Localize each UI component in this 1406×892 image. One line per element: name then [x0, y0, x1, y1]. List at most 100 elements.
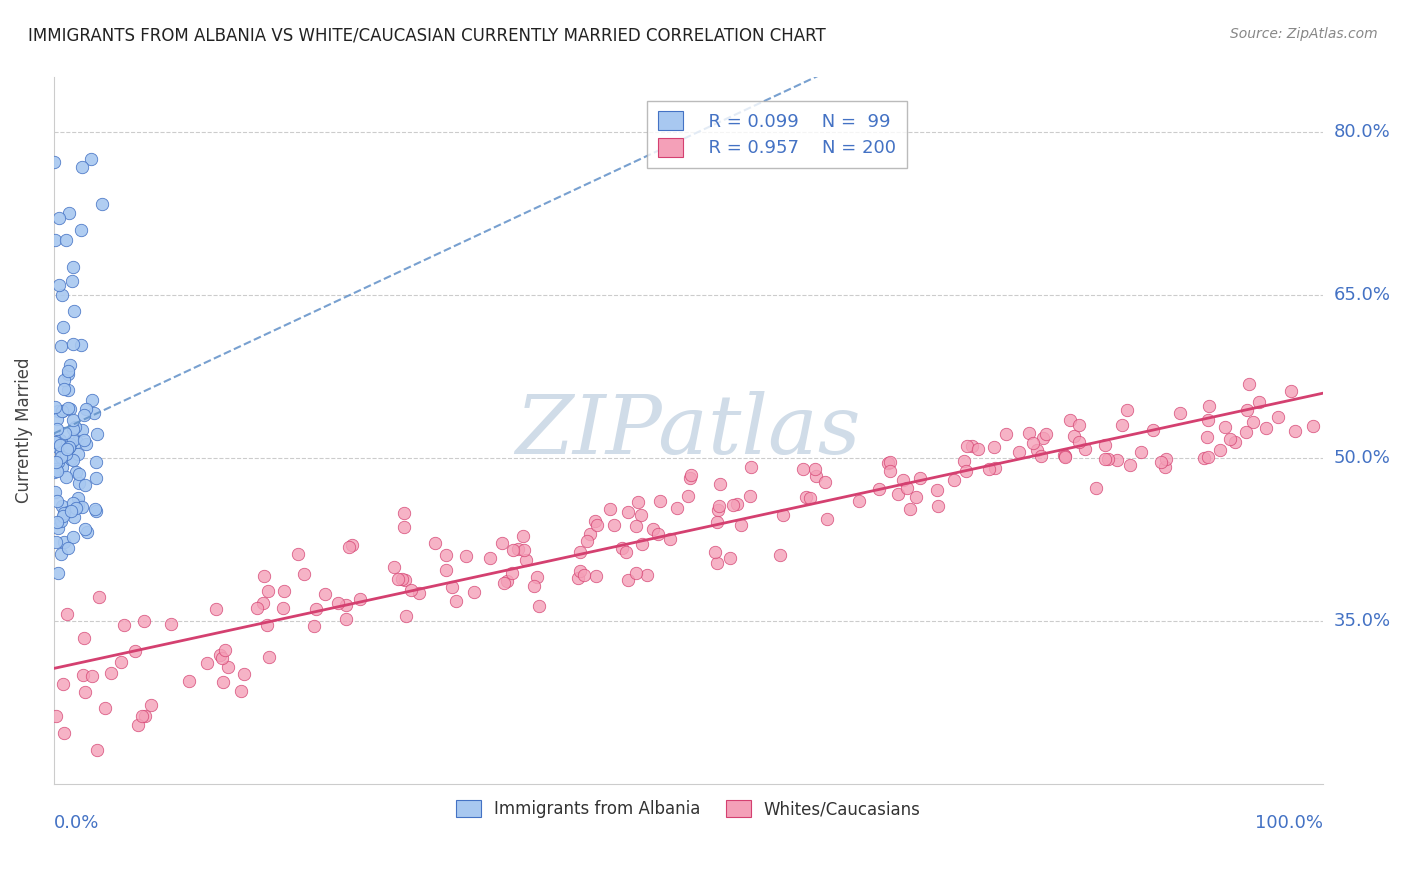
Point — [730, 518, 752, 533]
Point — [52, 509, 75, 524]
Point — [772, 508, 794, 523]
Point — [616, 505, 638, 519]
Point — [82, 393, 104, 408]
Text: IMMIGRANTS FROM ALBANIA VS WHITE/CAUCASIAN CURRENTLY MARRIED CORRELATION CHART: IMMIGRANTS FROM ALBANIA VS WHITE/CAUCASI… — [28, 27, 825, 45]
Point — [879, 463, 901, 477]
Point — [73, 477, 96, 491]
Point — [617, 573, 640, 587]
Point — [51, 460, 73, 475]
Point — [647, 527, 669, 541]
Point — [209, 648, 232, 662]
Point — [59, 437, 82, 451]
Point — [45, 455, 67, 469]
Point — [63, 303, 86, 318]
Point — [1284, 424, 1306, 438]
Point — [90, 197, 112, 211]
Point — [205, 602, 228, 616]
Point — [955, 464, 977, 478]
Point — [394, 574, 416, 588]
Point — [51, 514, 73, 528]
Point — [246, 600, 269, 615]
Point — [1197, 450, 1219, 465]
Point — [45, 534, 67, 549]
Point — [1054, 450, 1077, 465]
Point — [515, 552, 537, 566]
Point — [49, 438, 72, 452]
Point — [1156, 452, 1178, 467]
Point — [160, 616, 183, 631]
Point — [59, 402, 82, 417]
Point — [211, 650, 233, 665]
Point — [569, 544, 592, 558]
Point — [82, 668, 104, 682]
Point — [67, 491, 90, 506]
Point — [896, 481, 918, 495]
Point — [574, 567, 596, 582]
Point — [740, 460, 762, 475]
Point — [83, 502, 105, 516]
Point — [55, 447, 77, 461]
Point — [314, 587, 336, 601]
Point — [62, 453, 84, 467]
Point — [53, 373, 76, 387]
Point — [1053, 448, 1076, 462]
Point — [72, 668, 94, 682]
Point — [434, 548, 457, 562]
Point — [340, 538, 363, 552]
Point — [76, 524, 98, 539]
Point — [53, 726, 76, 740]
Point — [83, 406, 105, 420]
Point — [630, 508, 652, 522]
Point — [966, 442, 988, 456]
Point — [84, 504, 107, 518]
Point — [1225, 435, 1247, 450]
Point — [49, 547, 72, 561]
Point — [60, 274, 83, 288]
Point — [1067, 417, 1090, 432]
Point — [60, 503, 83, 517]
Point — [529, 599, 551, 613]
Point — [62, 510, 84, 524]
Point — [1063, 429, 1085, 443]
Point — [1237, 377, 1260, 392]
Point — [69, 223, 91, 237]
Point — [512, 529, 534, 543]
Point — [66, 447, 89, 461]
Point — [567, 571, 589, 585]
Point — [891, 473, 914, 487]
Point — [1094, 438, 1116, 452]
Text: 50.0%: 50.0% — [1334, 449, 1391, 467]
Point — [804, 462, 827, 476]
Point — [110, 655, 132, 669]
Point — [73, 408, 96, 422]
Point — [1111, 418, 1133, 433]
Point — [904, 490, 927, 504]
Text: ZIPatlas: ZIPatlas — [516, 391, 860, 471]
Point — [394, 507, 416, 521]
Point — [48, 521, 70, 535]
Point — [1018, 425, 1040, 440]
Text: 100.0%: 100.0% — [1254, 814, 1323, 832]
Point — [53, 506, 76, 520]
Point — [1234, 425, 1257, 439]
Point — [910, 471, 932, 485]
Point — [983, 440, 1005, 454]
Point — [56, 505, 79, 519]
Point — [73, 434, 96, 448]
Point — [58, 441, 80, 455]
Point — [49, 433, 72, 447]
Legend: Immigrants from Albania, Whites/Caucasians: Immigrants from Albania, Whites/Caucasia… — [449, 794, 928, 825]
Point — [709, 499, 731, 513]
Point — [70, 423, 93, 437]
Point — [271, 601, 294, 615]
Point — [1208, 442, 1230, 457]
Point — [718, 550, 741, 565]
Point — [62, 433, 84, 447]
Point — [1236, 403, 1258, 417]
Point — [55, 442, 77, 456]
Point — [46, 455, 69, 469]
Point — [815, 511, 838, 525]
Point — [304, 601, 326, 615]
Y-axis label: Currently Married: Currently Married — [15, 358, 32, 503]
Point — [1053, 450, 1076, 464]
